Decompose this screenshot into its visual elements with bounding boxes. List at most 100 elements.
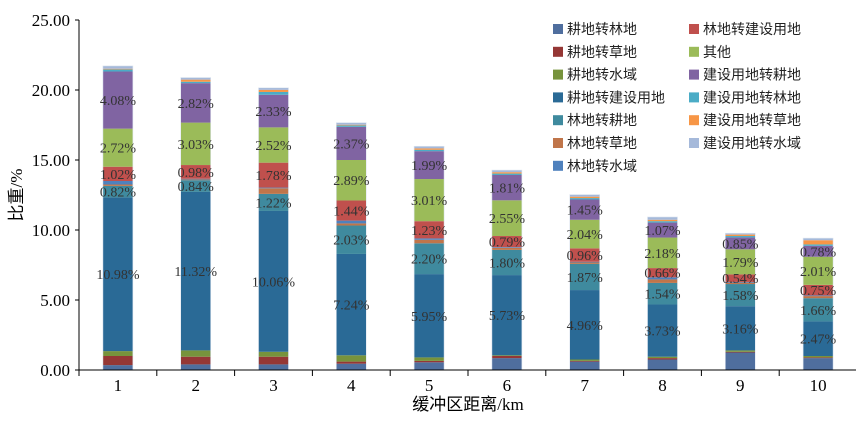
x-tick-label: 6 [503, 376, 512, 395]
bar-segment-3-6 [569, 290, 600, 360]
bar-segment-1-1 [180, 356, 211, 365]
bar-segment-0-1 [180, 364, 211, 370]
y-tick-label: 15.00 [32, 151, 70, 170]
bar-segment-2-5 [491, 355, 522, 356]
bar-segment-12-6 [569, 194, 600, 197]
data-label: 1.87% [567, 271, 604, 286]
data-label: 3.01% [411, 194, 448, 209]
data-label: 2.04% [567, 228, 604, 243]
bar-segment-3-3 [336, 253, 367, 356]
legend-label: 耕地转林地 [567, 21, 637, 38]
bar-segment-0-2 [258, 364, 289, 370]
data-label: 2.72% [100, 142, 137, 157]
bar-segment-11-6 [569, 196, 600, 199]
legend-swatch [553, 69, 563, 80]
x-tick-label: 1 [114, 376, 123, 395]
bar-segment-10-2 [258, 91, 289, 95]
bar-segment-12-2 [258, 87, 289, 90]
data-label: 1.81% [489, 182, 526, 197]
bar-segment-12-1 [180, 77, 211, 80]
legend-label: 耕地转草地 [567, 44, 637, 61]
data-label: 2.03% [333, 234, 370, 249]
legend-swatch [689, 92, 699, 103]
bar-segment-7-9 [803, 284, 834, 296]
data-label: 0.85% [722, 237, 759, 252]
bar-segment-3-8 [725, 306, 756, 351]
bar-segment-3-2 [258, 210, 289, 352]
bar-segment-7-6 [569, 248, 600, 262]
bar-segment-2-2 [258, 351, 289, 357]
legend-swatch [553, 24, 563, 34]
bar-segment-1-2 [258, 356, 289, 365]
bar-segment-6-9 [803, 295, 834, 297]
bar-segment-5-2 [258, 188, 289, 194]
bar-segment-4-7 [647, 282, 678, 305]
bar-segment-0-5 [491, 358, 522, 370]
bar-segment-2-7 [647, 356, 678, 359]
bar-segment-8-2 [258, 127, 289, 163]
bar-segment-10-4 [414, 149, 445, 152]
bar-segment-8-4 [414, 179, 445, 222]
data-label: 0.84% [178, 180, 215, 195]
bar-segment-0-6 [569, 361, 600, 370]
bar-segment-0-9 [803, 358, 834, 370]
bar-segment-3-1 [180, 191, 211, 351]
bar-segment-4-8 [725, 284, 756, 307]
bar-segment-9-9 [803, 245, 834, 257]
bar-segment-7-2 [258, 162, 289, 188]
bar-segment-0-3 [336, 363, 367, 370]
y-axis-title: 比重/% [7, 169, 26, 222]
y-tick-label: 20.00 [32, 81, 70, 100]
bar-segment-5-4 [414, 239, 445, 244]
bar-segment-5-6 [569, 262, 600, 264]
legend-swatch [689, 138, 699, 148]
data-label: 0.66% [644, 267, 681, 282]
bar-segment-5-7 [647, 279, 678, 283]
data-label: 1.58% [722, 289, 759, 304]
bar-segment-4-3 [336, 225, 367, 254]
bar-segment-3-0 [102, 197, 133, 352]
data-label: 4.08% [100, 94, 137, 109]
bar-segment-0-8 [725, 352, 756, 370]
data-label: 1.02% [100, 168, 137, 183]
bar-segment-6-5 [491, 247, 522, 248]
bar-segment-7-5 [491, 236, 522, 248]
bar-segment-7-1 [180, 165, 211, 179]
bar-segment-11-1 [180, 79, 211, 82]
bar-segment-2-0 [102, 351, 133, 356]
bar-segment-0-7 [647, 359, 678, 370]
bar-segment-4-2 [258, 193, 289, 211]
bar-segment-6-2 [258, 187, 289, 189]
data-label: 2.52% [255, 139, 292, 154]
bar-segment-1-0 [102, 356, 133, 366]
bar-segment-11-3 [336, 124, 367, 126]
legend-swatch [689, 69, 699, 80]
bar-segment-10-6 [569, 198, 600, 200]
bar-segment-7-4 [414, 221, 445, 239]
bar-segment-8-9 [803, 256, 834, 285]
bar-segment-4-5 [491, 249, 522, 276]
y-tick-label: 0.00 [40, 361, 70, 380]
bar-segment-8-6 [569, 219, 600, 249]
bar-segment-10-7 [647, 221, 678, 223]
legend-label: 林地转建设用地 [703, 22, 801, 38]
legend-swatch [553, 92, 563, 103]
bar-segment-0-0 [102, 365, 133, 370]
legend-label: 建设用地转耕地 [703, 67, 801, 84]
bar-segment-5-1 [180, 179, 211, 181]
x-tick-label: 2 [191, 376, 200, 395]
data-label: 0.96% [567, 249, 604, 264]
bar-segment-9-8 [725, 237, 756, 250]
bar-segment-1-3 [336, 361, 367, 364]
bar-segment-8-3 [336, 160, 367, 201]
bar-segment-1-7 [647, 358, 678, 360]
data-label: 1.22% [255, 196, 292, 211]
bar-segment-12-9 [803, 238, 834, 241]
bar-segment-2-4 [414, 357, 445, 361]
bar-segment-3-4 [414, 274, 445, 358]
bar-segment-10-9 [803, 244, 834, 246]
bar-segment-5-8 [725, 282, 756, 285]
data-label: 0.79% [489, 236, 526, 251]
y-tick-label: 25.00 [32, 11, 70, 30]
